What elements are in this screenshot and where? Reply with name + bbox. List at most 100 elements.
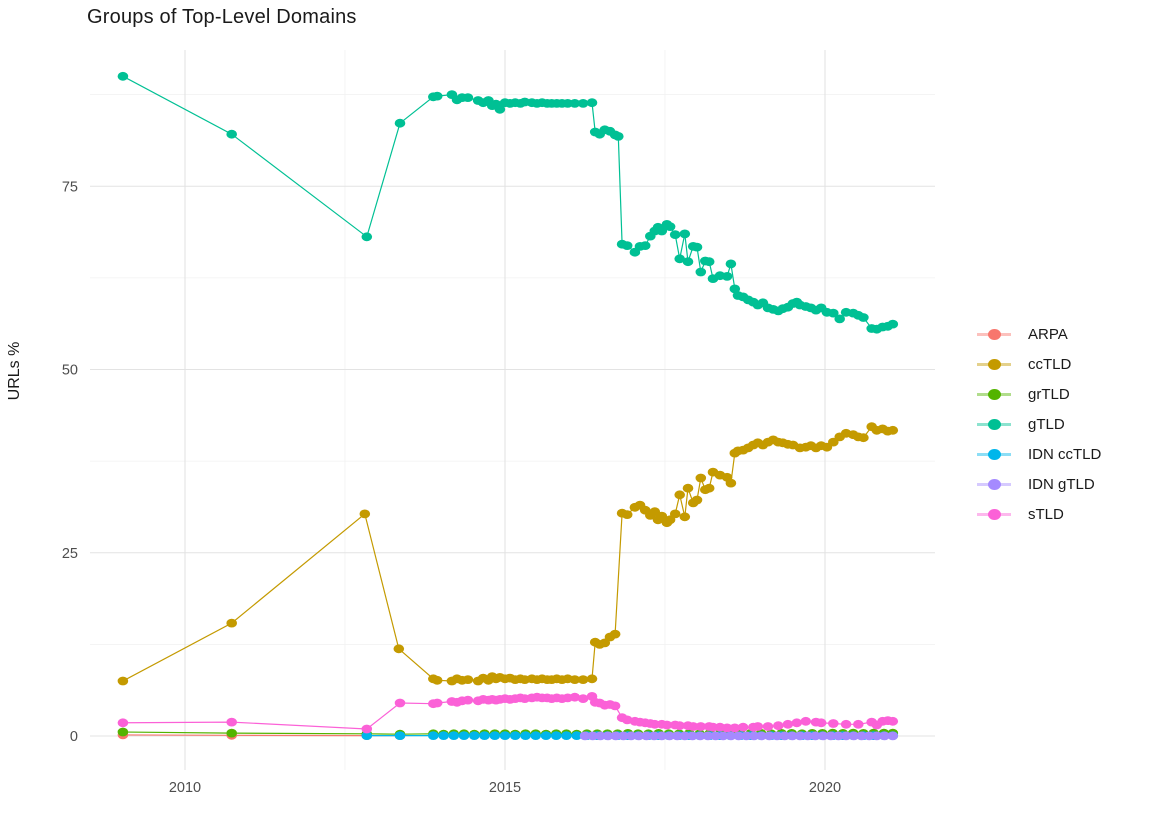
data-point <box>825 731 837 741</box>
data-point <box>752 722 764 731</box>
data-point <box>674 254 685 264</box>
data-point <box>577 675 589 684</box>
data-point <box>725 259 737 269</box>
data-point <box>771 731 783 741</box>
legend-label: grTLD <box>1028 385 1070 403</box>
data-point <box>782 719 794 729</box>
data-point <box>609 629 621 639</box>
data-point <box>462 93 474 102</box>
data-point <box>810 731 821 741</box>
data-point <box>687 731 698 741</box>
data-point <box>540 731 552 740</box>
legend-dot-icon <box>988 479 1001 490</box>
legend-dot-icon <box>988 449 1001 460</box>
legend-item-arpa: ARPA <box>977 319 1101 349</box>
data-point <box>756 731 767 741</box>
data-point <box>725 731 737 741</box>
data-point <box>669 509 681 519</box>
data-point <box>359 509 371 519</box>
data-point <box>800 716 812 726</box>
data-point <box>679 229 691 239</box>
legend-label: IDN gTLD <box>1028 475 1095 493</box>
gridlines-major <box>90 50 935 770</box>
legend-key-icon <box>977 388 1011 400</box>
series-gtld <box>117 71 899 334</box>
data-point <box>702 731 714 741</box>
data-point <box>661 720 673 730</box>
data-point <box>721 723 733 733</box>
legend-label: ccTLD <box>1028 355 1072 373</box>
data-point <box>729 723 741 733</box>
data-point <box>887 319 899 329</box>
chart-title: Groups of Top-Level Domains <box>87 6 357 28</box>
data-point <box>448 731 460 740</box>
data-point <box>609 701 621 711</box>
data-point <box>664 222 676 232</box>
legend-key-icon <box>977 358 1011 370</box>
data-point <box>656 511 668 521</box>
data-point <box>569 99 581 108</box>
legend-dot-icon <box>988 509 1001 520</box>
legend-label: IDN ccTLD <box>1028 445 1102 463</box>
data-point <box>587 731 598 741</box>
data-point <box>361 232 373 242</box>
data-point <box>840 719 852 729</box>
data-point <box>853 719 864 729</box>
data-point <box>469 731 480 740</box>
data-point <box>695 722 707 731</box>
data-point <box>639 241 651 251</box>
data-point <box>787 731 798 741</box>
data-point <box>748 731 760 741</box>
x-tick-label: 2020 <box>809 780 841 796</box>
legend-key-icon <box>977 478 1011 490</box>
data-point <box>438 731 449 740</box>
data-point <box>694 731 706 741</box>
legend-item-cctld: ccTLD <box>977 349 1101 379</box>
legend-item-stld: sTLD <box>977 499 1101 529</box>
data-point <box>817 731 829 741</box>
legend: ARPA ccTLD grTLD gTLD IDN ccTLD IDN gTLD sTLD <box>977 319 1101 529</box>
data-point <box>762 722 774 731</box>
data-point <box>733 731 744 741</box>
data-point <box>856 731 867 741</box>
y-tick-label: 0 <box>70 729 78 745</box>
gridlines-minor <box>90 50 935 770</box>
data-point <box>879 731 890 741</box>
data-point <box>717 731 729 741</box>
data-point <box>674 490 685 500</box>
data-point <box>610 731 621 741</box>
data-point <box>393 644 405 654</box>
data-point <box>577 694 589 703</box>
data-point <box>691 242 703 252</box>
data-point <box>489 731 501 740</box>
data-point <box>656 226 668 236</box>
legend-item-grtld: grTLD <box>977 379 1101 409</box>
data-point <box>595 731 606 741</box>
data-point <box>858 433 869 443</box>
series-gtld-line <box>122 75 894 330</box>
data-point <box>431 675 443 685</box>
data-point <box>579 731 591 741</box>
legend-key-icon <box>977 508 1011 520</box>
data-point <box>682 483 694 493</box>
legend-item-gtld: gTLD <box>977 409 1101 439</box>
data-point <box>226 717 237 727</box>
data-point <box>674 721 685 731</box>
data-point <box>361 724 373 734</box>
data-point <box>791 718 803 728</box>
data-point <box>671 731 683 741</box>
data-point <box>586 674 598 684</box>
data-point <box>586 98 598 108</box>
data-point <box>602 731 614 741</box>
data-point <box>664 731 675 741</box>
x-tick-label: 2015 <box>489 780 521 796</box>
data-point <box>737 722 749 732</box>
data-point <box>621 241 633 251</box>
data-point <box>858 313 869 322</box>
data-point <box>226 728 237 738</box>
data-point <box>571 731 582 740</box>
series-arpa-line <box>122 734 400 737</box>
data-point <box>848 731 860 741</box>
data-point <box>394 698 406 708</box>
